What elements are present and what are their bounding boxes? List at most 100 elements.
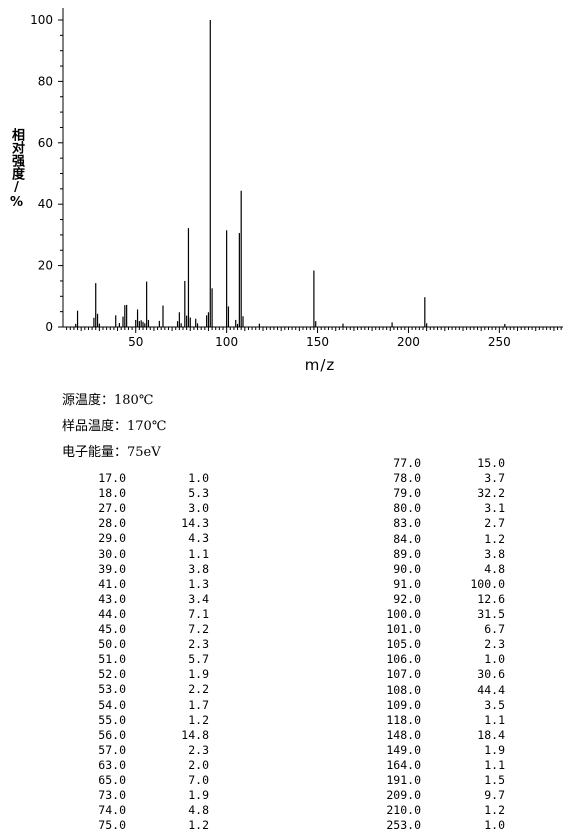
mz-value: 106.0: [386, 652, 421, 667]
table-row: 78.0 3.7: [0, 471, 505, 486]
mz-value: 92.0: [393, 591, 421, 606]
mz-value: 54.0: [98, 697, 126, 712]
mz-value: 118.0: [386, 712, 421, 727]
intensity-value: 1.7: [188, 697, 209, 712]
intensity-value: 31.5: [477, 607, 505, 621]
mz-value: 43.0: [98, 591, 126, 606]
intensity-value: 2.3: [188, 742, 209, 757]
mz-value: 100.0: [386, 607, 421, 621]
intensity-value: 1.0: [188, 471, 209, 485]
intensity-value: 2.2: [188, 682, 209, 697]
intensity-value: 6.7: [484, 622, 505, 637]
intensity-value: 3.7: [484, 471, 505, 486]
chart-peaks: [75, 20, 506, 327]
table-row: 27.0 3.0: [0, 501, 209, 516]
intensity-value: 1.2: [188, 712, 209, 727]
mz-value: 57.0: [98, 742, 126, 757]
intensity-value: 1.1: [188, 546, 209, 561]
table-row: 43.0 3.4: [0, 592, 209, 607]
mz-value: 84.0: [393, 531, 421, 546]
intensity-value: 1.5: [484, 773, 505, 788]
intensity-value: 1.0: [484, 652, 505, 667]
table-row: 149.0 1.9: [0, 743, 505, 758]
mz-value: 51.0: [98, 652, 126, 667]
x-tick-label: 150: [306, 335, 329, 349]
table-row: 89.0 3.8: [0, 547, 505, 562]
table-row: 28.0 14.3: [0, 516, 209, 531]
sample-temperature: 样品温度：170℃: [62, 419, 167, 434]
intensity-value: 14.3: [181, 516, 209, 531]
y-axis-label: 相对强度/%: [9, 128, 24, 210]
mz-value: 105.0: [386, 637, 421, 652]
intensity-value: 1.1: [484, 712, 505, 727]
x-tick-label: 50: [128, 335, 143, 349]
mz-value: 30.0: [98, 546, 126, 561]
table-row: 164.0 1.1: [0, 758, 505, 773]
table-row: 57.0 2.3: [0, 743, 209, 758]
mz-value: 50.0: [98, 637, 126, 652]
table-row: 74.0 4.8: [0, 803, 209, 818]
mz-value: 149.0: [386, 742, 421, 757]
mz-value: 27.0: [98, 501, 126, 516]
mz-value: 17.0: [98, 471, 126, 485]
table-row: 80.0 3.1: [0, 501, 505, 516]
mz-value: 109.0: [386, 697, 421, 712]
x-axis-label: m/z: [304, 356, 336, 374]
mz-value: 52.0: [98, 667, 126, 682]
table-row: 77.0 15.0: [0, 456, 505, 471]
mz-value: 80.0: [393, 501, 421, 516]
table-row: 30.0 1.1: [0, 547, 209, 562]
mz-value: 77.0: [393, 456, 421, 470]
mass-spectrum-chart: 0 20 40 60 80 100 50 100 150 200 250: [30, 8, 563, 349]
mz-value: 164.0: [386, 758, 421, 772]
table-row: 101.0 6.7: [0, 622, 505, 637]
intensity-value: 3.8: [484, 546, 505, 561]
mz-value: 91.0: [393, 576, 421, 591]
y-tick-label: 40: [38, 197, 53, 211]
table-row: 91.0 100.0: [0, 577, 505, 592]
table-row: 73.0 1.9: [0, 788, 209, 803]
intensity-value: 2.0: [188, 757, 209, 772]
mz-value: 89.0: [393, 546, 421, 561]
intensity-value: 7.2: [188, 622, 209, 636]
mz-value: 55.0: [98, 712, 126, 727]
mz-value: 18.0: [98, 486, 126, 501]
intensity-value: 5.7: [188, 652, 209, 667]
intensity-value: 1.2: [484, 803, 505, 818]
x-tick-label: 250: [488, 335, 511, 349]
mz-value: 74.0: [98, 803, 126, 818]
table-row: 253.0 1.0: [0, 818, 505, 833]
intensity-value: 30.6: [477, 667, 505, 682]
intensity-value: 15.0: [477, 456, 505, 470]
intensity-value: 100.0: [470, 576, 505, 591]
intensity-value: 14.8: [181, 727, 209, 742]
table-row: 18.0 5.3: [0, 486, 209, 501]
mz-value: 44.0: [98, 606, 126, 621]
table-row: 118.0 1.1: [0, 713, 505, 728]
mz-value: 29.0: [98, 531, 126, 546]
intensity-value: 7.0: [188, 773, 209, 787]
mz-value: 253.0: [386, 818, 421, 833]
mz-value: 107.0: [386, 667, 421, 682]
mz-value: 209.0: [386, 788, 421, 803]
mz-value: 191.0: [386, 773, 421, 788]
mz-value: 28.0: [98, 516, 126, 531]
intensity-value: 1.1: [484, 758, 505, 772]
table-row: 44.0 7.1: [0, 607, 209, 622]
table-row: 79.0 32.2: [0, 486, 505, 501]
intensity-value: 2.3: [188, 637, 209, 652]
table-row: 148.0 18.4: [0, 728, 505, 743]
mz-value: 63.0: [98, 757, 126, 772]
mz-value: 101.0: [386, 622, 421, 637]
mz-value: 65.0: [98, 773, 126, 787]
intensity-value: 3.0: [188, 501, 209, 516]
table-row: 75.0 1.2: [0, 818, 209, 833]
intensity-value: 32.2: [477, 486, 505, 501]
table-row: 109.0 3.5: [0, 698, 505, 713]
table-row: 107.0 30.6: [0, 667, 505, 682]
mz-value: 90.0: [393, 561, 421, 576]
mz-value: 45.0: [98, 622, 126, 636]
table-row: 54.0 1.7: [0, 698, 209, 713]
table-row: 105.0 2.3: [0, 637, 505, 652]
intensity-value: 1.0: [484, 818, 505, 833]
